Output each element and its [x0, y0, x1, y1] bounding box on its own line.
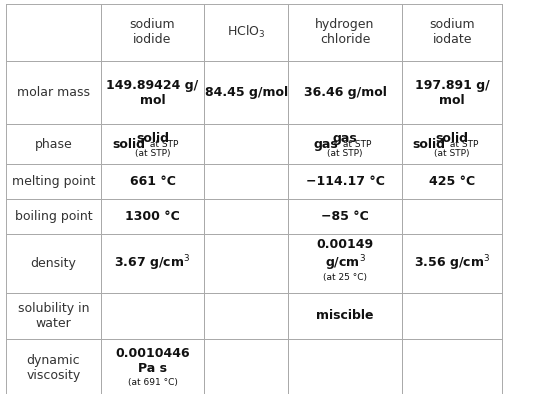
Text: sodium
iodate: sodium iodate — [430, 19, 475, 46]
Text: molar mass: molar mass — [17, 86, 90, 99]
Text: phase: phase — [35, 138, 72, 151]
Text: 149.89424 g/
mol: 149.89424 g/ mol — [106, 78, 199, 107]
Text: −85 °C: −85 °C — [321, 210, 369, 223]
Text: at STP: at STP — [339, 139, 371, 149]
Text: 3.56 g/cm$^3$: 3.56 g/cm$^3$ — [414, 253, 490, 273]
Text: 661 °C: 661 °C — [130, 175, 175, 188]
Text: (at STP): (at STP) — [135, 149, 171, 158]
Text: gas: gas — [333, 132, 357, 145]
Text: (at STP): (at STP) — [434, 149, 470, 158]
Text: solubility in
water: solubility in water — [18, 302, 89, 330]
Text: 197.891 g/
mol: 197.891 g/ mol — [415, 78, 490, 107]
Text: sodium
iodide: sodium iodide — [130, 19, 175, 46]
Text: 0.00149
g/cm$^3$: 0.00149 g/cm$^3$ — [317, 238, 374, 273]
Text: 1300 °C: 1300 °C — [125, 210, 180, 223]
Text: 3.67 g/cm$^3$: 3.67 g/cm$^3$ — [115, 253, 191, 273]
Text: gas: gas — [313, 138, 338, 151]
Text: 425 °C: 425 °C — [429, 175, 475, 188]
Text: at STP: at STP — [447, 139, 478, 149]
Text: hydrogen
chloride: hydrogen chloride — [315, 19, 375, 46]
Text: −114.17 °C: −114.17 °C — [306, 175, 384, 188]
Text: miscible: miscible — [316, 309, 374, 322]
Text: (at 691 °C): (at 691 °C) — [128, 378, 178, 387]
Text: boiling point: boiling point — [15, 210, 92, 223]
Text: at STP: at STP — [147, 139, 179, 149]
Text: solid: solid — [435, 132, 469, 145]
Text: 36.46 g/mol: 36.46 g/mol — [304, 86, 387, 99]
Text: density: density — [30, 257, 77, 270]
Text: solid: solid — [136, 132, 169, 145]
Text: HClO$_3$: HClO$_3$ — [227, 24, 266, 41]
Text: (at 25 °C): (at 25 °C) — [323, 273, 367, 282]
Text: dynamic
viscosity: dynamic viscosity — [27, 354, 81, 383]
Text: melting point: melting point — [12, 175, 95, 188]
Text: 84.45 g/mol: 84.45 g/mol — [205, 86, 288, 99]
Text: (at STP): (at STP) — [327, 149, 363, 158]
Text: solid: solid — [112, 138, 146, 151]
Text: 0.0010446
Pa s: 0.0010446 Pa s — [115, 347, 190, 375]
Text: solid: solid — [412, 138, 445, 151]
